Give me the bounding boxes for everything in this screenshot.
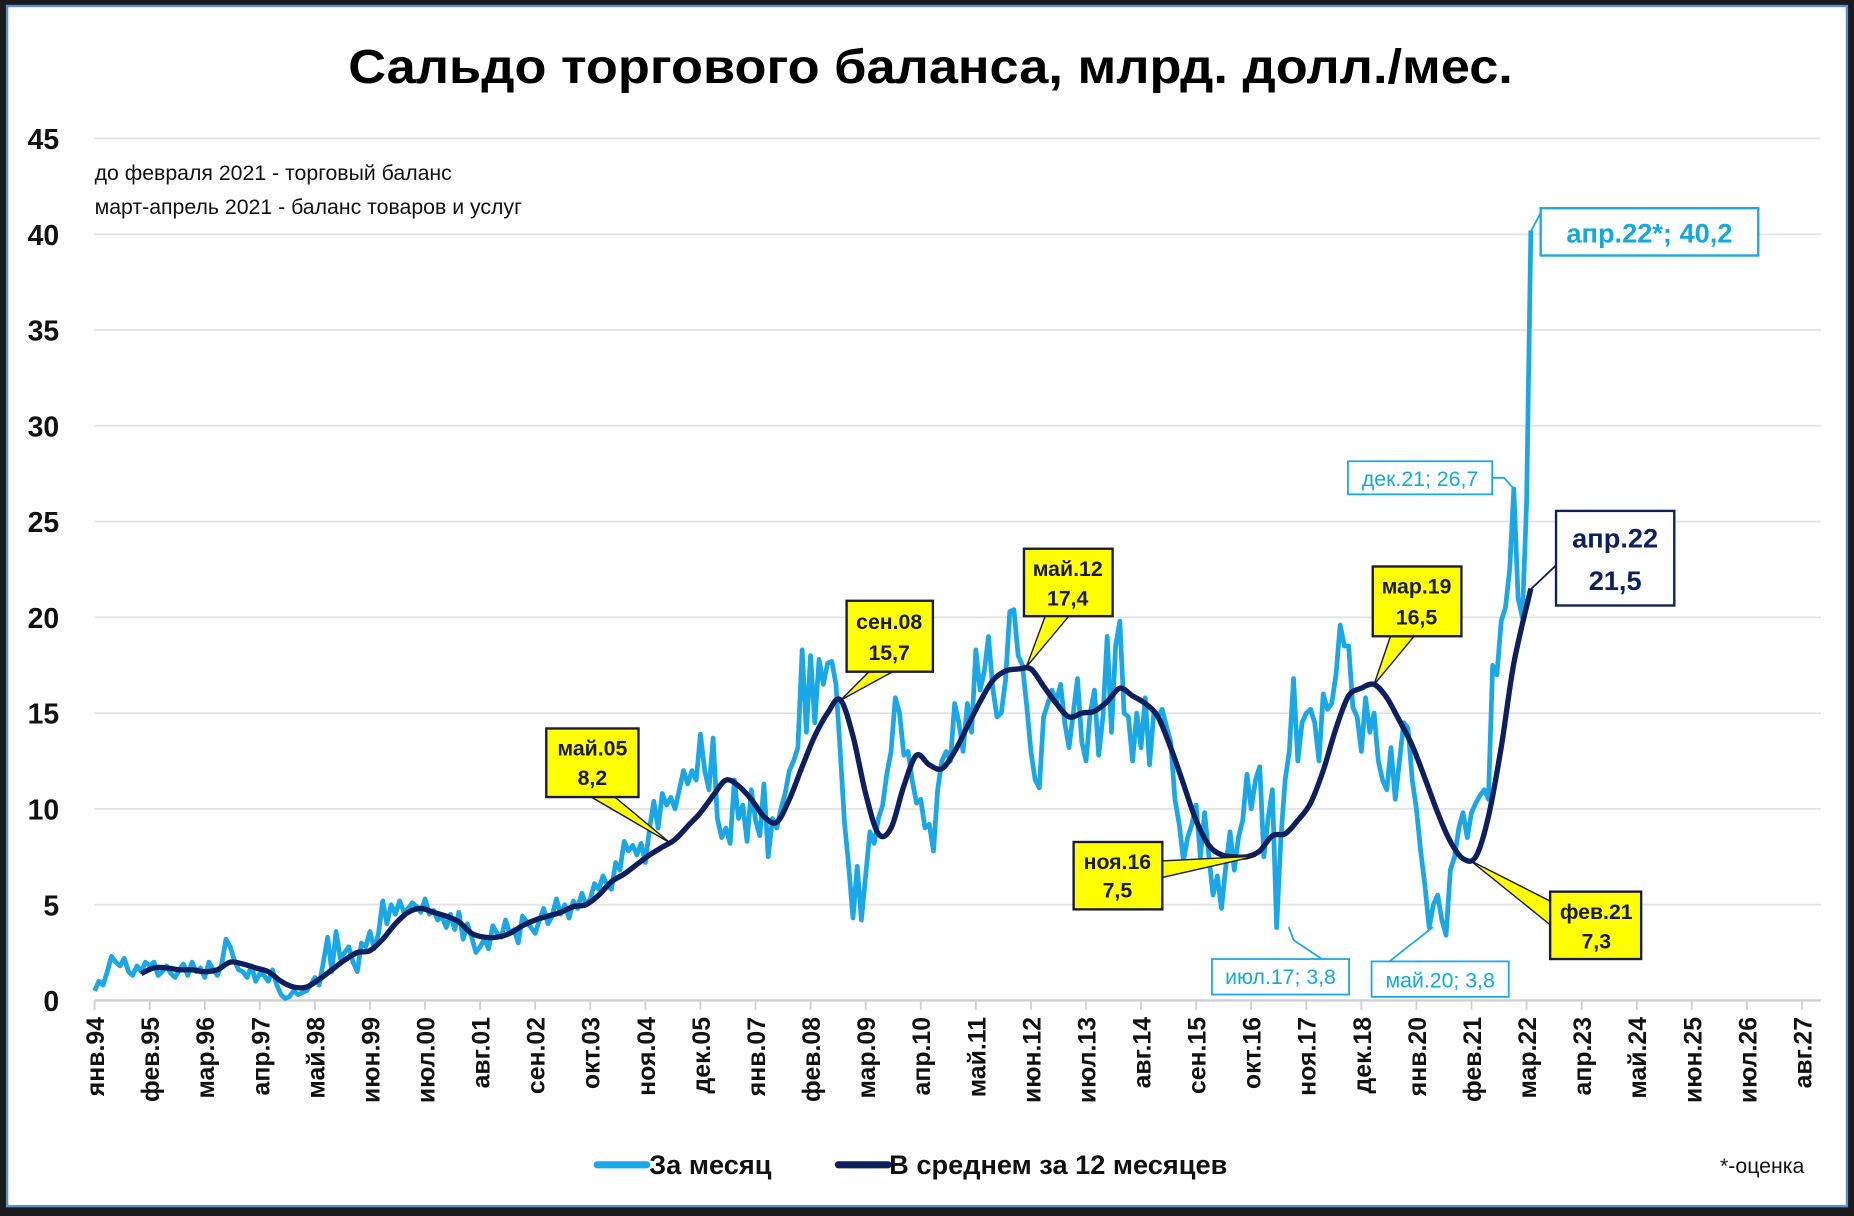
x-tick-label: авг.27	[1790, 1017, 1817, 1088]
x-tick-label: фев.08	[799, 1017, 826, 1102]
x-tick-label: ноя.17	[1295, 1017, 1322, 1096]
y-tick-label: 40	[28, 220, 60, 252]
callout-may12: май.12 17,4	[1022, 547, 1114, 668]
legend-label-monthly: За месяц	[649, 1149, 772, 1180]
x-tick-label: дек.18	[1350, 1017, 1377, 1094]
x-tick-label: май.11	[964, 1017, 991, 1097]
estimate-footnote: *-оценка	[1720, 1154, 1804, 1178]
callout-label: сен.08	[856, 610, 922, 634]
x-tick-label: дек.05	[689, 1017, 716, 1094]
x-tick-label: окт.03	[579, 1017, 606, 1089]
x-tick-label: июл.13	[1074, 1017, 1101, 1103]
x-tick-label: янв.07	[744, 1017, 771, 1097]
x-tick-label: ноя.04	[634, 1017, 661, 1096]
y-axis-labels: 0 5 10 15 20 25 30 35 40 45	[28, 124, 60, 1018]
callout-label: май.12	[1033, 557, 1103, 581]
y-tick-label: 5	[43, 890, 59, 922]
callout-apr22-monthly: апр.22*; 40,2	[1530, 207, 1760, 257]
callout-value: 8,2	[578, 766, 608, 790]
x-tick-label: май.98	[303, 1017, 330, 1099]
callout-label: апр.22	[1572, 523, 1658, 554]
callout-label: май.05	[557, 737, 627, 761]
callout-value: 16,5	[1396, 605, 1438, 629]
callout-value: 7,3	[1581, 929, 1611, 953]
callout-text: май.20; 3,8	[1386, 968, 1495, 992]
series-line-monthly	[92, 230, 1534, 1001]
y-tick-label: 20	[28, 603, 60, 635]
legend-label-average: В среднем за 12 месяцев	[889, 1149, 1227, 1180]
callout-value: 17,4	[1047, 587, 1089, 611]
note-line-2: март-апрель 2021 - баланс товаров и услу…	[95, 195, 522, 219]
y-tick-label: 45	[28, 124, 60, 156]
x-tick-label: авг.01	[469, 1017, 496, 1089]
x-tick-label: мар.09	[854, 1017, 881, 1099]
y-tick-label: 15	[28, 699, 60, 731]
x-tick-label: мар.22	[1515, 1017, 1542, 1099]
callout-value: 15,7	[868, 641, 909, 665]
x-axis-labels: янв.94 фев.95 мар.96 апр.97 май.98 июн.99 июл.…	[83, 1017, 1817, 1103]
callout-text: апр.22*; 40,2	[1566, 218, 1732, 249]
callout-mar19: мар.19 16,5	[1371, 565, 1463, 686]
callout-sep08: сен.08 15,7	[840, 599, 935, 701]
x-tick-label: фев.21	[1460, 1017, 1487, 1102]
callout-jul17: июл.17; 3,8	[1211, 926, 1351, 996]
x-tick-label: апр.10	[909, 1017, 936, 1096]
series-line-12m-average	[140, 587, 1534, 991]
x-tick-label: июл.00	[414, 1017, 441, 1103]
legend: За месяц В среднем за 12 месяцев	[593, 1149, 1227, 1180]
x-tick-label: окт.16	[1240, 1017, 1267, 1089]
callout-label: ноя.16	[1084, 850, 1152, 874]
y-tick-label: 30	[28, 411, 60, 443]
x-tick-label: янв.20	[1405, 1017, 1432, 1097]
callout-apr22-average: апр.22 21,5	[1530, 509, 1676, 607]
x-tick-label: мар.96	[193, 1017, 220, 1099]
x-tick-label: сен.15	[1185, 1017, 1212, 1094]
y-tick-label: 0	[43, 986, 59, 1018]
callout-dec21: дек.21; 26,7	[1347, 460, 1515, 496]
x-tick-label: июн.12	[1019, 1017, 1046, 1103]
callout-label: мар.19	[1382, 575, 1452, 599]
x-tick-label: апр.97	[248, 1017, 275, 1096]
x-tick-label: май.24	[1625, 1017, 1652, 1099]
x-tick-label: фев.95	[138, 1017, 165, 1102]
gridlines	[93, 137, 1821, 1010]
note-line-1: до февраля 2021 - торговый баланс	[95, 161, 453, 185]
x-tick-label: июн.99	[358, 1017, 385, 1103]
y-tick-label: 10	[28, 795, 60, 827]
callout-text: июл.17; 3,8	[1225, 965, 1336, 989]
x-tick-label: сен.02	[524, 1017, 551, 1094]
callout-may05: май.05 8,2	[545, 727, 671, 844]
callout-text: дек.21; 26,7	[1362, 467, 1478, 491]
x-tick-label: авг.14	[1130, 1017, 1157, 1089]
y-tick-label: 25	[28, 507, 60, 539]
x-tick-label: июн.25	[1680, 1017, 1707, 1103]
callout-may20: май.20; 3,8	[1370, 926, 1510, 998]
callout-value: 7,5	[1103, 879, 1133, 903]
x-tick-label: апр.23	[1570, 1017, 1597, 1096]
chart-title: Сальдо торгового баланса, млрд. долл./ме…	[348, 40, 1513, 94]
callout-nov16: ноя.16 7,5	[1072, 840, 1256, 911]
x-tick-label: янв.94	[83, 1017, 110, 1097]
callout-label: фев.21	[1560, 900, 1633, 924]
callout-feb21: фев.21 7,3	[1470, 860, 1643, 961]
callout-value: 21,5	[1589, 565, 1642, 596]
x-tick-label: июл.26	[1735, 1017, 1762, 1103]
y-tick-label: 35	[28, 316, 60, 348]
